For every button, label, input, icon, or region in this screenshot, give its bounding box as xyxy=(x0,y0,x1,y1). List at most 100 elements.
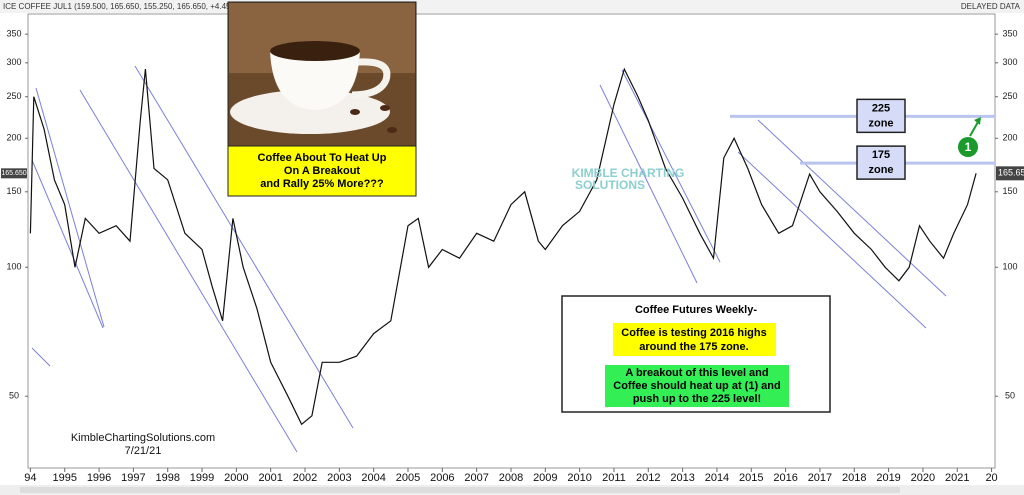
trend-line xyxy=(737,151,927,329)
trend-line xyxy=(757,119,947,297)
x-tick-label: 1997 xyxy=(121,472,145,484)
price-tag xyxy=(1,168,27,179)
trend-line xyxy=(621,69,721,263)
x-tick-label: 1995 xyxy=(52,472,76,484)
x-tick-label: 2019 xyxy=(876,472,900,484)
y-tick-label: 150 xyxy=(1002,186,1017,196)
trend-lines xyxy=(31,65,947,453)
y-tick-label: 50 xyxy=(9,391,19,401)
trend-line xyxy=(79,89,298,453)
note-green xyxy=(605,365,789,407)
note-line: push up to the 225 level! xyxy=(633,393,761,405)
y-tick-label: 350 xyxy=(6,29,21,39)
y-tick-label: 100 xyxy=(6,262,21,272)
y-tick-label: 300 xyxy=(1002,57,1017,67)
x-tick-label: 2012 xyxy=(636,472,660,484)
zone-label: zone xyxy=(868,164,893,176)
x-tick-label: 2008 xyxy=(499,472,523,484)
x-tick-label: 2016 xyxy=(773,472,797,484)
watermark: KIMBLE CHARTING xyxy=(572,166,685,180)
x-tick-label: 2001 xyxy=(258,472,282,484)
y-tick-label: 200 xyxy=(1002,133,1017,143)
price-line xyxy=(29,67,977,426)
credit-date: 7/21/21 xyxy=(125,445,162,457)
y-tick-label: 50 xyxy=(1005,391,1015,401)
chart-title: ICE COFFEE JUL1 (159.500, 165.650, 155.2… xyxy=(3,2,247,11)
zone-box xyxy=(856,98,906,134)
credit: KimbleChartingSolutions.com xyxy=(71,432,215,444)
price-tag-label: 165.65 xyxy=(998,168,1024,178)
x-tick-label: 2013 xyxy=(670,472,694,484)
caption-line: On A Breakout xyxy=(284,165,361,177)
x-tick-label: 2002 xyxy=(293,472,317,484)
x-tick-label: 20 xyxy=(985,472,997,484)
trend-line xyxy=(599,84,698,284)
x-tick-label: 2021 xyxy=(945,472,969,484)
x-tick-label: 2005 xyxy=(396,472,420,484)
caption-box xyxy=(227,145,417,197)
marker-arrowhead xyxy=(974,117,981,125)
trend-line xyxy=(35,87,105,328)
trend-line xyxy=(134,65,354,429)
x-tick-label: 1996 xyxy=(87,472,111,484)
cup-handle xyxy=(351,58,391,99)
chart-subtitle: DELAYED DATA xyxy=(961,2,1021,11)
x-tick-label: 2000 xyxy=(224,472,248,484)
y-tick-label: 100 xyxy=(1002,262,1017,272)
marker-circle xyxy=(958,137,978,157)
zone-label: zone xyxy=(868,117,893,129)
y-tick-label: 350 xyxy=(1002,29,1017,39)
note-line: Coffee is testing 2016 highs xyxy=(621,327,766,339)
bean xyxy=(350,109,360,115)
y-tick-label: 200 xyxy=(6,133,21,143)
x-tick-label: 2017 xyxy=(808,472,832,484)
price-tag-label: 165.650 xyxy=(1,170,26,177)
note-line: A breakout of this level and xyxy=(625,367,768,379)
zone-label: 225 xyxy=(872,102,890,114)
trend-line xyxy=(31,159,104,329)
x-tick-label: 2003 xyxy=(327,472,351,484)
note-box: Coffee Futures Weekly- Coffee is testing… xyxy=(561,295,831,413)
caption-line: and Rally 25% More??? xyxy=(260,178,384,190)
price-tag xyxy=(996,166,1024,181)
coffee xyxy=(270,41,360,61)
x-tick-label: 94 xyxy=(24,472,36,484)
scroll-track[interactable] xyxy=(20,487,900,493)
note-yellow xyxy=(613,323,776,356)
zone-box xyxy=(856,145,906,180)
saucer xyxy=(230,90,390,134)
x-tick-label: 2006 xyxy=(430,472,454,484)
plot-frame xyxy=(27,13,996,469)
data-layer: 50 50 100 100 150 150 200 200 250 250 300 300 350 350… xyxy=(1,29,1024,484)
x-tick-label: 2018 xyxy=(842,472,866,484)
note-title: Coffee Futures Weekly- xyxy=(635,304,757,316)
y-tick-label: 300 xyxy=(6,57,21,67)
note-line: Coffee should heat up at (1) and xyxy=(613,380,780,392)
marker-arrow xyxy=(969,121,979,137)
x-tick-label: 1999 xyxy=(190,472,214,484)
trend-line xyxy=(31,347,51,367)
bean xyxy=(387,127,397,133)
x-tick-label: 2011 xyxy=(602,472,626,484)
x-tick-label: 2004 xyxy=(361,472,385,484)
y-tick-label: 250 xyxy=(1002,91,1017,101)
zone-label: 175 xyxy=(872,149,890,161)
y-tick-label: 150 xyxy=(6,186,21,196)
marker-label: 1 xyxy=(965,140,972,154)
caption-line: Coffee About To Heat Up xyxy=(258,152,387,164)
x-tick-label: 1998 xyxy=(155,472,179,484)
coffee-picture: Coffee About To Heat Up On A Breakout an… xyxy=(227,1,417,197)
watermark: SOLUTIONS xyxy=(575,178,645,192)
breakout-marker: 1 xyxy=(958,117,981,157)
bean xyxy=(380,105,390,111)
note-line: around the 175 zone. xyxy=(639,341,748,353)
x-tick-label: 2014 xyxy=(705,472,729,484)
x-tick-label: 2015 xyxy=(739,472,763,484)
x-tick-label: 2009 xyxy=(533,472,557,484)
y-tick-label: 250 xyxy=(6,91,21,101)
x-tick-label: 2020 xyxy=(911,472,935,484)
x-tick-label: 2007 xyxy=(464,472,488,484)
x-tick-label: 2010 xyxy=(567,472,591,484)
cup xyxy=(270,50,360,110)
